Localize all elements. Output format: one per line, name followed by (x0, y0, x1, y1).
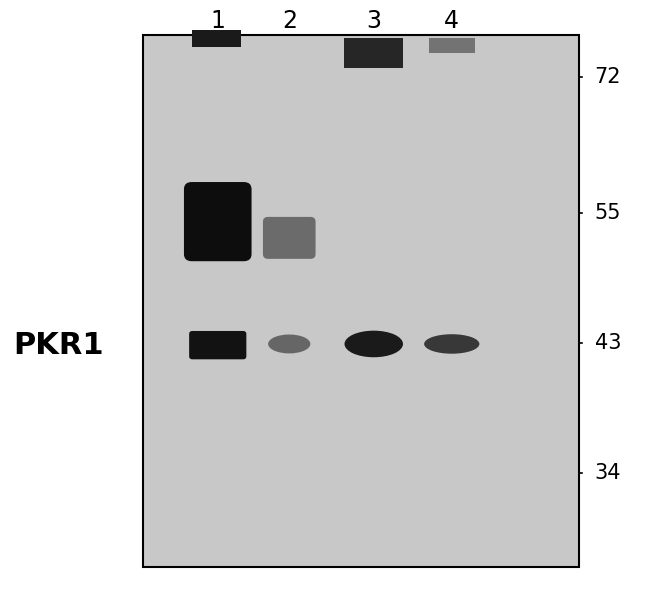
Ellipse shape (344, 331, 403, 357)
Bar (344, 38, 403, 68)
FancyBboxPatch shape (263, 217, 316, 259)
Bar (429, 38, 474, 53)
FancyBboxPatch shape (189, 331, 246, 359)
Bar (143, 35, 578, 567)
Text: 34: 34 (595, 463, 621, 483)
Text: 4: 4 (444, 9, 460, 33)
Bar (192, 30, 240, 47)
Text: 72: 72 (595, 67, 621, 87)
Text: 43: 43 (595, 333, 621, 353)
Ellipse shape (268, 335, 311, 353)
Ellipse shape (424, 335, 480, 353)
Text: 3: 3 (366, 9, 382, 33)
Text: 2: 2 (281, 9, 297, 33)
Text: 1: 1 (211, 9, 225, 33)
Text: 55: 55 (595, 203, 621, 223)
FancyBboxPatch shape (184, 182, 252, 261)
Text: PKR1: PKR1 (13, 331, 104, 361)
